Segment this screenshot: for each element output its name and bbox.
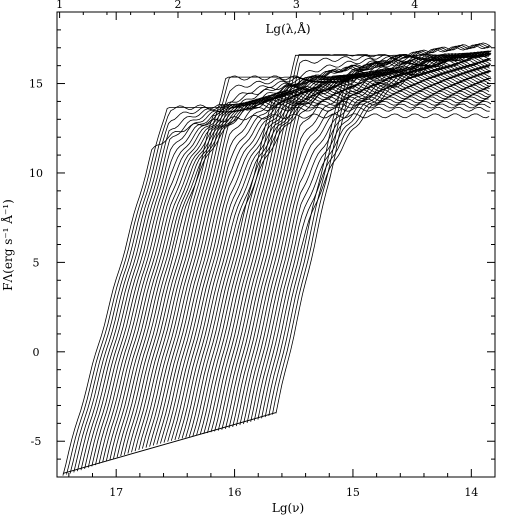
y-tick-label: 15 [29,78,43,91]
spectrum-curve [62,113,490,476]
spectrum-curve [105,84,492,462]
spectrum-curve [167,64,491,442]
curve-start-envelope [62,412,277,474]
spectrum-curve [221,52,492,430]
spectrum-curve [134,74,491,452]
top-tick-label: 2 [174,0,181,11]
y-tick-label: -5 [31,435,42,448]
x-axis-label: Lg(ν) [272,501,304,515]
y-axis-label: FΛ(erg s⁻¹ Å⁻¹) [0,199,15,291]
top-tick-label: 4 [411,0,418,11]
spectrum-curve [66,106,490,475]
spectrum-curve [156,67,492,445]
spectrum-curve [170,63,492,441]
spectrum-curve [174,63,489,441]
spectrum-curve [253,50,492,421]
spectrum-curve [87,92,491,468]
x-tick-label: 15 [346,486,360,499]
spectrum-curve [225,52,489,429]
spectrum-curve [91,90,492,467]
spectrum-curve [261,50,490,419]
spectrum-curve [73,100,492,473]
spectrum-curve [210,53,490,433]
spectrum-curve [264,44,491,418]
spectrum-curve [160,66,490,444]
top-tick-label: 1 [56,0,63,11]
x-tick-label: 17 [109,486,123,499]
y-tick-label: 0 [33,346,40,359]
spectrum-curve [207,54,489,434]
y-tick-label: 10 [29,167,43,180]
top-axis-label: Lg(λ,Å) [265,21,310,36]
spectrum-curve [228,51,490,429]
spectrum-curve [217,52,491,431]
spectrum-curve [127,76,490,454]
x-tick-label: 16 [228,486,242,499]
spectrum-curve [239,50,492,426]
spectrum-curve [235,50,491,427]
spectrum-curve [84,94,491,469]
y-tick-label: 5 [33,256,40,269]
spectrum-curve [275,42,490,414]
spectrum-curve [77,98,489,472]
spectrum-curve [120,79,491,457]
x-tick-label: 14 [464,486,478,499]
spectrum-curve [185,60,491,438]
top-tick-label: 3 [293,0,300,11]
curve-group [62,42,492,476]
spectrum-curve [138,73,492,450]
spectrum-curve [178,62,490,440]
tick-group: 17 16 15 14 1 2 3 4 -5 0 5 10 15 [29,0,495,499]
